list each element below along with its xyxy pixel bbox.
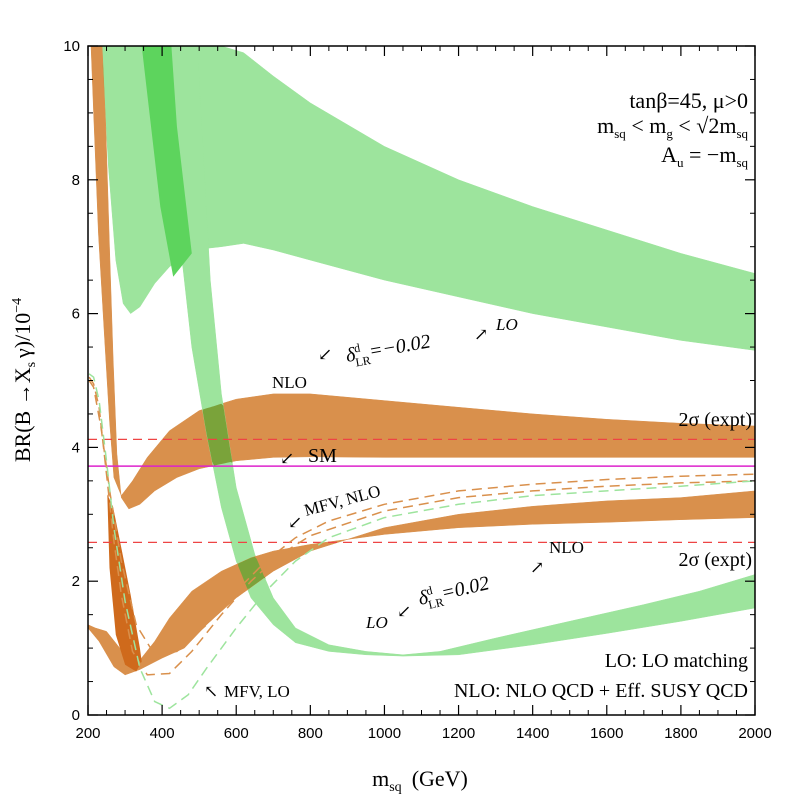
y-axis-label: BR(B →Xsγ)/10−4	[10, 298, 39, 462]
x-tick-label: 200	[75, 725, 100, 742]
y-tick-label: 8	[72, 172, 80, 189]
band-1	[90, 46, 755, 510]
overlap-green-orange-1	[202, 403, 296, 543]
x-tick-label: 1000	[368, 725, 401, 742]
y-tick-label: 2	[72, 573, 80, 590]
arrow-nlo-bottom-icon: ↗	[530, 558, 544, 577]
param-line-3: Au = −msq	[661, 142, 748, 170]
x-tick-label: 400	[150, 725, 175, 742]
arrow-mfv-nlo-icon: ↙	[288, 513, 302, 532]
annotation-mfv-lo: MFV, LO	[224, 682, 290, 701]
annotation-delta-top: δdLR=−0.02	[344, 328, 433, 370]
annotation-mfv-nlo: MFV, NLO	[302, 481, 382, 520]
mfv-curve-1	[88, 380, 755, 656]
x-tick-label: 600	[224, 725, 249, 742]
band-top-3	[88, 491, 755, 675]
mfv-curve-0	[88, 376, 755, 676]
legend: LO: LO matching NLO: NLO QCD + Eff. SUSY…	[454, 650, 748, 702]
y-tick-label: 6	[72, 306, 80, 323]
arrow-mfv-lo-icon: ↖	[204, 682, 218, 701]
legend-nlo: NLO: NLO QCD + Eff. SUSY QCD	[454, 680, 748, 702]
band-3	[88, 490, 755, 676]
parameter-block: tanβ=45, μ>0 msq < mg < √2msq Au = −msq	[597, 88, 748, 170]
bands-layer	[88, 46, 755, 676]
ticks-layer: 200 400 600 800 1000 1200 1400 1600 1800 2000 0 2 4 6…	[63, 38, 771, 742]
overlap-green-orange-2	[238, 556, 348, 595]
arrow-lo-top-icon: ↗	[474, 325, 488, 344]
mfv-curves-layer	[88, 373, 755, 710]
band-0	[101, 46, 755, 351]
x-tick-label: 2000	[738, 725, 771, 742]
annotation-lo-bottom: LO	[365, 613, 388, 632]
x-tick-label: 1800	[664, 725, 697, 742]
x-tick-label: 1600	[590, 725, 623, 742]
annotation-lo-top: LO	[495, 315, 518, 334]
mfv-curve-2	[88, 373, 755, 710]
param-line-1: tanβ=45, μ>0	[629, 88, 748, 113]
x-axis-label: msq (GeV)	[372, 766, 468, 795]
x-tick-label: 1200	[442, 725, 475, 742]
arrow-lo-bottom-icon: ↙	[397, 602, 411, 621]
annotation-nlo-top: NLO	[272, 373, 307, 392]
overlay-0	[141, 46, 192, 277]
param-line-2: msq < mg < √2msq	[597, 113, 748, 141]
x-tick-label: 800	[298, 725, 323, 742]
y-tick-label: 10	[63, 38, 80, 55]
reference-lines-layer	[88, 438, 755, 543]
annotation-nlo-bottom: NLO	[549, 538, 584, 557]
y-tick-label: 0	[72, 707, 80, 724]
annotation-expt-bottom: 2σ (expt)	[678, 549, 752, 571]
arrow-nlo-top-icon: ↙	[318, 345, 332, 364]
x-tick-label: 1400	[516, 725, 549, 742]
legend-lo: LO: LO matching	[605, 650, 748, 672]
annotation-sm: SM	[308, 445, 337, 467]
arrow-sm-icon: ↙	[280, 449, 294, 468]
annotation-delta-bottom: δdLR=0.02	[416, 570, 493, 614]
annotation-expt-top: 2σ (expt)	[678, 409, 752, 431]
y-tick-label: 4	[72, 439, 80, 456]
band-2	[160, 46, 755, 657]
